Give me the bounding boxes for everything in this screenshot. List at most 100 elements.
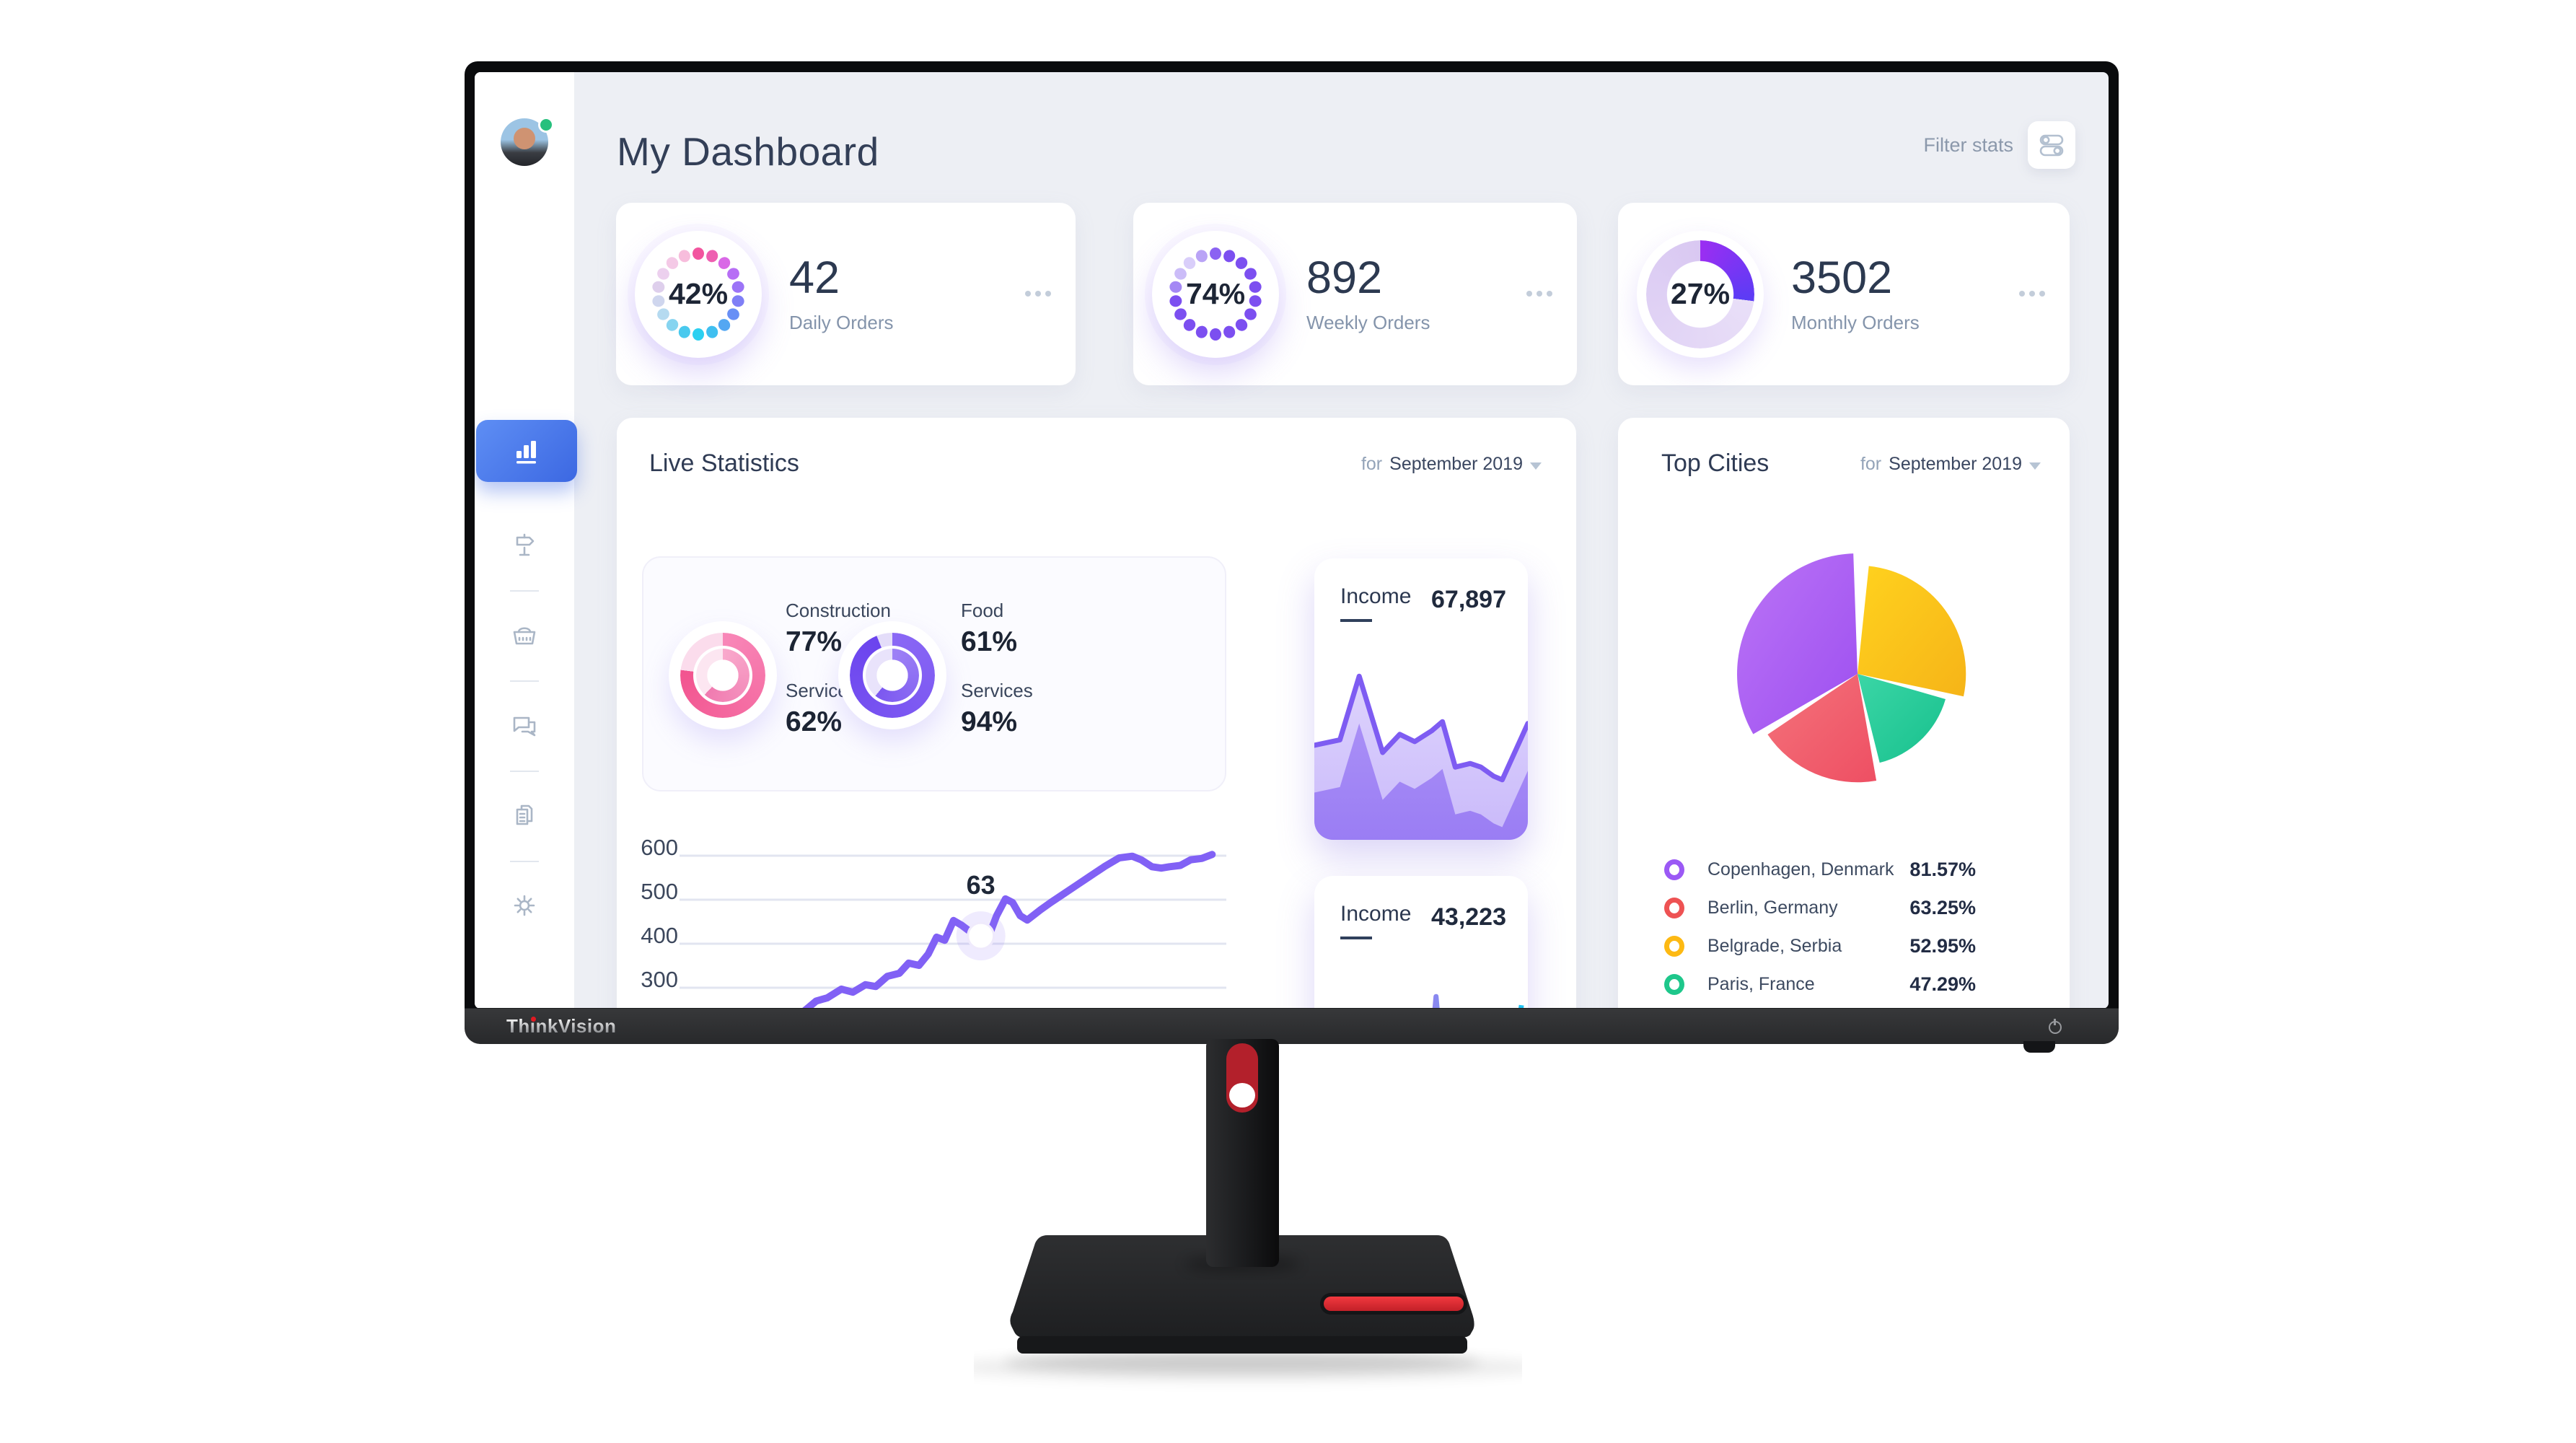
brand-logo: ThinkVision	[506, 1015, 617, 1037]
stat-value: 892	[1306, 252, 1383, 303]
period-value: September 2019	[1389, 454, 1523, 474]
inner-ring	[866, 649, 919, 702]
sidebar-item-orders[interactable]	[510, 620, 539, 649]
chevron-down-icon	[1530, 462, 1542, 470]
food-services-donut	[850, 633, 944, 727]
stat-card-daily: 42% 42 Daily Orders	[616, 203, 1076, 385]
period-selector[interactable]: for September 2019	[1361, 454, 1542, 475]
city-value: 81.57%	[1909, 858, 1976, 880]
gauge-percent: 42%	[668, 277, 729, 310]
cable-hole	[1229, 1083, 1255, 1108]
sidebar-divider	[510, 590, 539, 592]
toggles-icon	[2039, 134, 2064, 157]
stand-neck	[1206, 1039, 1279, 1267]
filter-stats-button[interactable]	[2028, 121, 2075, 169]
metric-value: 94%	[961, 706, 1018, 737]
basket-icon	[513, 627, 536, 645]
legend-ring-green	[1664, 973, 1684, 995]
legend-item: Copenhagen, Denmark 81.57%	[1664, 851, 1976, 887]
gear-icon	[514, 895, 535, 916]
legend-ring-purple	[1664, 859, 1684, 880]
city-name: Belgrade, Serbia	[1707, 935, 1842, 956]
sidebar-item-dashboard[interactable]	[476, 420, 577, 482]
page-title: My Dashboard	[617, 129, 879, 174]
power-button[interactable]	[2023, 1041, 2055, 1053]
construction-services-donut	[680, 633, 774, 727]
income-value: 67,897	[1431, 586, 1506, 613]
avatar-face	[514, 128, 535, 149]
brand-logo-red-dot	[531, 1017, 536, 1022]
inner-ring	[696, 649, 749, 702]
metric-value: 62%	[786, 706, 843, 737]
city-value: 63.25%	[1909, 896, 1976, 918]
signpost-icon	[516, 533, 535, 556]
weekly-orders-gauge: 74%	[1152, 230, 1279, 358]
top-cities-card: Top Cities for September 2019 Copenhagen…	[1618, 418, 2070, 1009]
metric-label: Food	[961, 600, 1004, 621]
sidebar-divider	[510, 680, 539, 682]
period-prefix: for	[1360, 454, 1383, 474]
stat-value: 42	[789, 252, 840, 303]
stat-value: 3502	[1791, 252, 1893, 303]
sidebar-item-documents[interactable]	[510, 801, 539, 830]
y-axis-tick: 500	[641, 879, 678, 904]
power-icon	[2048, 1019, 2062, 1034]
base-front-lip	[1017, 1336, 1467, 1354]
stat-label: Daily Orders	[789, 312, 894, 334]
donut-chart	[1646, 240, 1754, 348]
sidebar-item-messages[interactable]	[510, 711, 539, 740]
sidebar-item-campaigns[interactable]	[510, 530, 539, 559]
gauge-percent: 74%	[1185, 277, 1246, 310]
y-axis-tick: 400	[641, 923, 678, 948]
income-label: Income	[1340, 902, 1412, 926]
monitor-stand	[974, 1039, 1522, 1382]
sidebar	[475, 72, 577, 1009]
sidebar-divider	[510, 861, 539, 862]
card-menu-icon[interactable]	[1526, 290, 1552, 297]
income-label: Income	[1340, 584, 1412, 608]
city-name: Berlin, Germany	[1707, 897, 1838, 918]
legend-item: Berlin, Germany 63.25%	[1664, 890, 1976, 926]
income-area-chart	[1314, 673, 1528, 840]
y-axis-tick: 600	[641, 835, 678, 860]
income-underline	[1340, 619, 1372, 622]
chat-icon	[513, 716, 536, 737]
filter-stats-label: Filter stats	[1923, 133, 2013, 156]
metric-value: 77%	[786, 626, 843, 657]
stat-label: Monthly Orders	[1791, 312, 1920, 334]
donut-labels: Construction 77% Services 62%	[786, 600, 891, 760]
online-status-dot	[538, 117, 554, 133]
city-value: 47.29%	[1909, 973, 1976, 995]
stat-card-weekly: 74% 892 Weekly Orders	[1133, 203, 1577, 385]
donut-panel: Construction 77% Services 62% Food 61% S…	[642, 556, 1226, 791]
monthly-orders-donut: 27%	[1637, 230, 1764, 358]
bar-chart-icon	[516, 441, 536, 464]
dotted-ring-chart	[1152, 231, 1279, 358]
filter-stats: Filter stats	[1923, 121, 2075, 169]
card-menu-icon[interactable]	[2019, 290, 2045, 297]
stat-label: Weekly Orders	[1306, 312, 1430, 334]
daily-orders-gauge: 42%	[635, 230, 762, 358]
sidebar-item-settings[interactable]	[510, 891, 539, 920]
card-menu-icon[interactable]	[1025, 290, 1051, 297]
income-card-2: Income 43,223	[1314, 876, 1528, 1009]
dotted-ring-chart	[635, 231, 762, 358]
city-name: Paris, France	[1707, 973, 1815, 994]
legend-ring-yellow	[1664, 935, 1684, 957]
svg-text:63: 63	[967, 870, 995, 900]
section-title: Top Cities	[1661, 449, 1770, 477]
city-value: 52.95%	[1909, 934, 1976, 957]
chevron-down-icon	[2029, 462, 2041, 470]
legend-item: Belgrade, Serbia 52.95%	[1664, 928, 1976, 964]
trend-line-chart: 63	[680, 851, 1226, 1009]
donut-labels: Food 61% Services 94%	[961, 600, 1033, 760]
period-selector[interactable]: for September 2019	[1860, 454, 2041, 475]
period-prefix: for	[1860, 454, 1882, 474]
sidebar-divider	[510, 771, 539, 772]
legend-item: Paris, France 47.29%	[1664, 966, 1976, 1002]
documents-icon	[516, 804, 533, 825]
income-underline	[1340, 937, 1372, 939]
city-name: Copenhagen, Denmark	[1707, 859, 1894, 880]
stat-card-monthly: 27% 3502 Monthly Orders	[1618, 203, 2070, 385]
